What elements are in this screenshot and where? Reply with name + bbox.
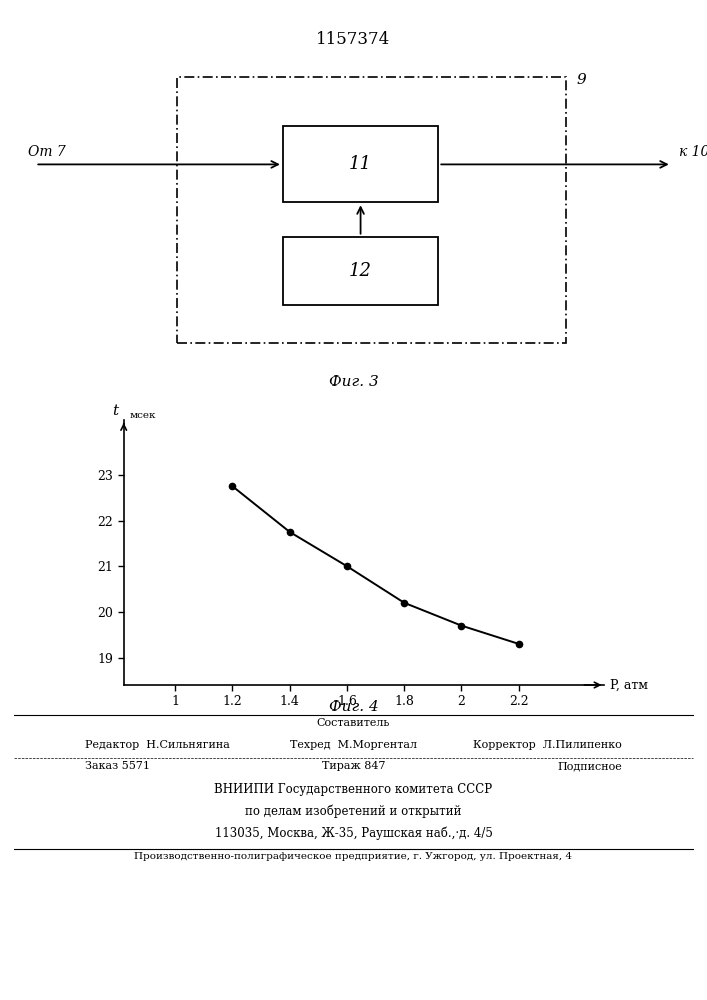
Text: P, атм: P, атм	[610, 678, 648, 692]
Text: по делам изобретений и открытий: по делам изобретений и открытий	[245, 805, 462, 818]
Bar	[177, 77, 566, 343]
Text: Фиг. 3: Фиг. 3	[329, 375, 378, 389]
Text: Техред  М.Моргентал: Техред М.Моргентал	[290, 740, 417, 750]
Text: Подписное: Подписное	[557, 761, 622, 771]
Text: 1157374: 1157374	[316, 31, 391, 48]
Text: Тираж 847: Тираж 847	[322, 761, 385, 771]
Text: 12: 12	[349, 262, 372, 280]
Text: Производственно-полиграфическое предприятие, г. Ужгород, ул. Проектная, 4: Производственно-полиграфическое предприя…	[134, 852, 573, 861]
Text: Заказ 5571: Заказ 5571	[85, 761, 150, 771]
Bar	[283, 126, 438, 202]
Text: Корректор  Л.Пилипенко: Корректор Л.Пилипенко	[474, 740, 622, 750]
Text: От 7: От 7	[28, 145, 66, 159]
Text: Редактор  Н.Сильнягина: Редактор Н.Сильнягина	[85, 740, 230, 750]
Text: Фиг. 4: Фиг. 4	[329, 700, 378, 714]
Text: 11: 11	[349, 155, 372, 173]
Text: 113035, Москва, Ж-35, Раушская наб.,·д. 4/5: 113035, Москва, Ж-35, Раушская наб.,·д. …	[214, 827, 493, 840]
Text: ВНИИПИ Государственного комитета СССР: ВНИИПИ Государственного комитета СССР	[214, 783, 493, 796]
Text: t: t	[112, 404, 118, 418]
Text: мсек: мсек	[129, 411, 156, 420]
Text: Составитель: Составитель	[317, 718, 390, 728]
Text: к 10: к 10	[679, 145, 707, 159]
Bar	[283, 237, 438, 305]
Text: 9: 9	[576, 73, 586, 87]
